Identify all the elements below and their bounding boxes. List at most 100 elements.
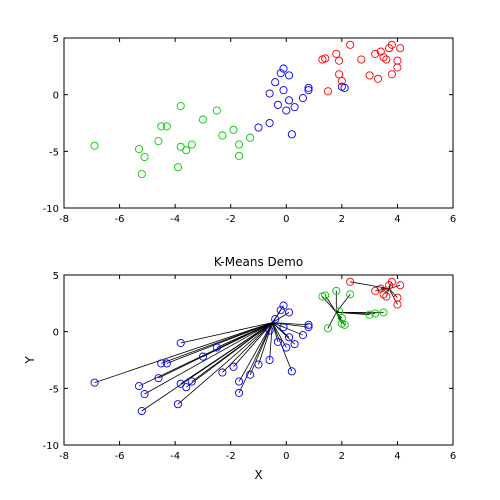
data-point bbox=[140, 389, 149, 399]
data-point bbox=[323, 87, 333, 96]
data-point bbox=[371, 286, 380, 295]
y-tick-label: 5 bbox=[53, 34, 59, 45]
x-tick-label: -6 bbox=[115, 451, 125, 462]
data-point bbox=[279, 64, 288, 73]
centroid-link-line bbox=[324, 295, 337, 313]
x-tick-label: -2 bbox=[226, 214, 236, 225]
data-point bbox=[90, 141, 99, 150]
data-point bbox=[371, 49, 380, 58]
data-point bbox=[162, 122, 171, 131]
data-point bbox=[285, 71, 294, 80]
data-point bbox=[387, 277, 396, 286]
x-tick-label: -6 bbox=[115, 214, 125, 225]
x-tick-label: 0 bbox=[283, 214, 289, 225]
data-point bbox=[346, 277, 355, 286]
centroid-link-line bbox=[238, 322, 273, 382]
data-point bbox=[273, 100, 283, 109]
data-point bbox=[173, 400, 182, 409]
data-point bbox=[387, 40, 396, 49]
data-point bbox=[254, 123, 263, 132]
data-point bbox=[393, 56, 402, 65]
x-tick-label: 2 bbox=[339, 214, 345, 225]
centroid-link-line bbox=[94, 322, 273, 384]
plot-frame bbox=[63, 274, 454, 446]
data-point bbox=[287, 367, 296, 376]
data-point bbox=[290, 103, 299, 112]
centroid-link-line bbox=[177, 322, 273, 405]
data-point bbox=[234, 388, 244, 397]
data-point bbox=[332, 286, 341, 295]
x-tick-label: 6 bbox=[450, 214, 456, 225]
data-point bbox=[282, 343, 291, 352]
data-point bbox=[218, 368, 227, 377]
data-point bbox=[365, 71, 374, 80]
data-point bbox=[271, 78, 280, 87]
data-point bbox=[234, 377, 244, 386]
data-point bbox=[265, 89, 274, 98]
data-point bbox=[357, 55, 366, 64]
data-point bbox=[379, 290, 388, 299]
data-point bbox=[382, 292, 391, 301]
data-point bbox=[276, 69, 285, 78]
data-point bbox=[365, 310, 374, 319]
y-tick-label: -10 bbox=[43, 441, 59, 452]
data-point bbox=[304, 323, 313, 332]
plot-frame bbox=[63, 37, 454, 209]
data-point bbox=[234, 151, 244, 160]
data-point bbox=[271, 315, 280, 324]
data-point bbox=[273, 337, 283, 346]
centroid-link-line bbox=[269, 322, 273, 331]
data-point bbox=[246, 370, 255, 379]
data-point bbox=[279, 86, 288, 95]
data-point bbox=[234, 140, 244, 149]
data-point bbox=[182, 383, 191, 392]
data-point bbox=[154, 374, 163, 383]
data-point bbox=[304, 83, 313, 92]
centroid-link-line bbox=[144, 322, 273, 395]
x-axis-label: X bbox=[254, 468, 262, 482]
y-tick-label: -5 bbox=[49, 384, 59, 395]
x-tick-label: 4 bbox=[394, 214, 400, 225]
data-point bbox=[229, 125, 238, 134]
centroid-link-line bbox=[388, 288, 398, 305]
chart-title: K-Means Demo bbox=[214, 255, 303, 269]
data-point bbox=[396, 44, 405, 53]
data-point bbox=[162, 359, 171, 368]
kmeans-demo-plot: -8 -6 -4 -2 0 2 4 6 5 0 -5 -10 K-Means Demo X Y bbox=[23, 255, 456, 482]
data-point bbox=[265, 326, 274, 335]
data-point bbox=[340, 320, 349, 329]
data-point bbox=[173, 163, 182, 172]
data-point bbox=[218, 131, 227, 140]
x-tick-label: -8 bbox=[59, 214, 69, 225]
data-point bbox=[90, 378, 99, 387]
data-point bbox=[212, 106, 221, 115]
data-point bbox=[298, 94, 308, 103]
centroid-link-line bbox=[272, 312, 290, 323]
data-point bbox=[371, 309, 380, 318]
data-point bbox=[382, 55, 391, 64]
data-point bbox=[285, 308, 294, 317]
y-tick-label: -5 bbox=[49, 147, 59, 158]
centroid-link-line bbox=[272, 322, 293, 372]
data-point bbox=[337, 77, 346, 86]
data-point bbox=[298, 331, 308, 340]
data-point bbox=[182, 146, 191, 155]
data-point bbox=[212, 343, 221, 352]
x-tick-label: 2 bbox=[339, 451, 345, 462]
data-point bbox=[198, 352, 207, 361]
x-tick-label: -4 bbox=[170, 214, 180, 225]
data-point bbox=[337, 314, 346, 323]
centroid-link-line bbox=[272, 322, 304, 336]
data-point bbox=[332, 49, 341, 58]
x-tick-label: 0 bbox=[283, 451, 289, 462]
centroid-link-line bbox=[336, 312, 370, 316]
data-point bbox=[137, 169, 146, 179]
centroid-link-line bbox=[180, 322, 273, 385]
y-tick-label: -10 bbox=[43, 204, 59, 215]
centroid-link-line bbox=[272, 322, 309, 326]
data-point bbox=[396, 281, 405, 290]
data-point bbox=[265, 355, 274, 365]
data-point bbox=[335, 70, 344, 79]
x-tick-label: 4 bbox=[394, 451, 400, 462]
data-point bbox=[187, 377, 196, 386]
